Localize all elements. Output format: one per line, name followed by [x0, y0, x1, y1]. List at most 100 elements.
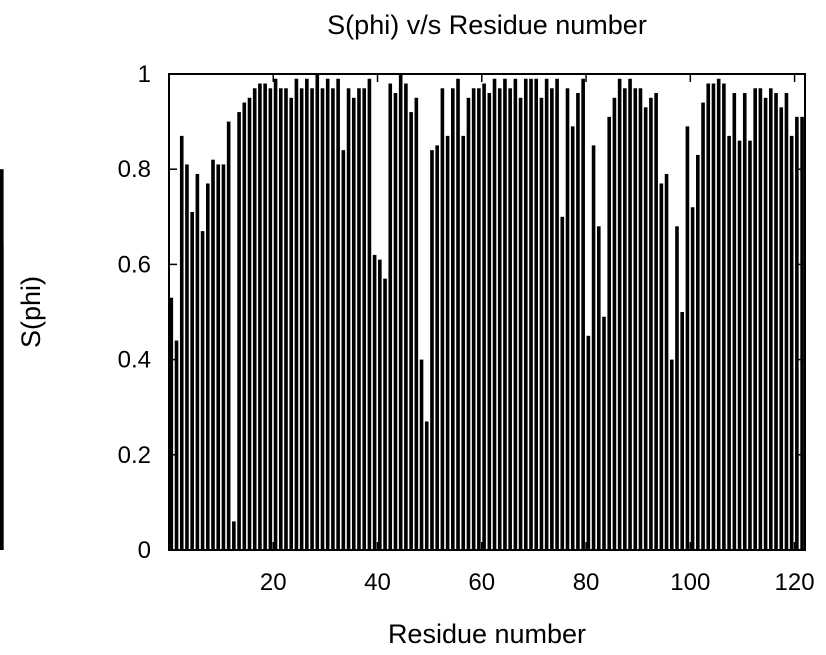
bar-residue-57	[461, 135, 466, 550]
y-tick-label: 0.4	[118, 347, 151, 374]
bar-residue-82	[591, 145, 596, 550]
bar-residue-108	[727, 135, 731, 550]
bar-residue-58	[466, 97, 471, 551]
bar-residue-113	[753, 88, 757, 550]
bar-residue-9	[211, 159, 215, 550]
bar-residue-84	[602, 316, 606, 550]
bar-residue-94	[654, 93, 658, 550]
bar-residue-14	[237, 112, 241, 550]
bar-residue-83	[596, 226, 601, 550]
bar-residue-55	[451, 88, 455, 550]
bar-residue-3	[179, 135, 184, 550]
bar-residue-25	[294, 78, 299, 550]
bar-residue-95	[659, 183, 664, 551]
y-axis-label: S(phi)	[16, 276, 46, 348]
x-tick-label: 40	[364, 569, 391, 596]
bar-residue-28	[310, 88, 314, 550]
bar-residue-116	[769, 88, 773, 550]
bar-residue-104	[706, 83, 711, 551]
bar-residue-20	[268, 88, 273, 550]
bar-residue-88	[623, 88, 627, 550]
bar-residue-31	[325, 78, 330, 550]
bar-residue-37	[357, 88, 361, 550]
bar-residue-26	[299, 88, 304, 550]
bar-residue-79	[576, 93, 580, 550]
bar-residue-69	[523, 78, 528, 550]
bar-residue-41	[378, 259, 382, 550]
bar-residue-17	[252, 88, 257, 550]
bar-residue-80	[581, 78, 585, 550]
bar-residue-118	[779, 107, 784, 550]
bar-residue-15	[242, 102, 247, 550]
bar-residue-54	[445, 135, 450, 550]
bar-residue-85	[607, 116, 612, 550]
bar-residue-107	[722, 83, 726, 551]
bar-residue-64	[497, 88, 502, 550]
bar-residue-1	[169, 297, 174, 550]
bar-residue-22	[278, 88, 283, 550]
bar-residue-68	[518, 97, 523, 551]
bar-residue-89	[628, 78, 632, 550]
bar-residue-73	[544, 78, 549, 550]
bar-residue-67	[513, 78, 518, 550]
bar-residue-12	[226, 121, 231, 550]
bar-residue-38	[362, 88, 366, 550]
bar-residue-111	[742, 93, 747, 550]
bar-residue-49	[419, 359, 424, 550]
bar-residue-96	[664, 173, 669, 550]
bar-residue-43	[388, 83, 393, 551]
bar-residue-52	[435, 145, 439, 550]
bar-residue-78	[570, 126, 575, 551]
x-tick-label: 20	[260, 569, 287, 596]
bar-residue-46	[404, 83, 408, 551]
bar-residue-44	[393, 93, 398, 550]
bar-residue-98	[675, 226, 679, 550]
bar-residue-56	[456, 78, 460, 550]
bar-residue-119	[784, 93, 789, 550]
bar-residue-72	[539, 97, 544, 551]
y-tick-label: 0.6	[118, 251, 151, 278]
bar-residue-114	[758, 88, 763, 550]
bar-residue-62	[487, 93, 492, 550]
y-tick-label: 1	[138, 61, 151, 88]
bar-residue-30	[320, 88, 325, 550]
bar-residue-16	[247, 97, 252, 551]
bar-residue-66	[508, 88, 512, 550]
bar-residue-100	[685, 126, 690, 551]
bar-residue-47	[409, 112, 413, 550]
bar-residue-19	[263, 83, 267, 551]
bar-residue-93	[649, 97, 653, 551]
bar-residue-102	[696, 154, 700, 551]
bar-residue-75	[555, 78, 559, 550]
bar-residue-34	[341, 150, 346, 550]
bar-residue-18	[258, 83, 262, 551]
bar-residue-7	[200, 231, 205, 550]
x-tick-label: 80	[573, 569, 600, 596]
bar-residue-48	[414, 97, 419, 551]
bar-residue-87	[617, 78, 622, 550]
bar-residue-91	[638, 88, 643, 550]
plot-frame	[168, 73, 806, 551]
bar-residue-99	[680, 312, 684, 550]
bar-residue-77	[565, 88, 570, 550]
bar-residue-90	[633, 88, 638, 550]
bar-residue-71	[534, 78, 539, 550]
bar-residue-76	[560, 216, 565, 551]
bar-residue-21	[273, 78, 278, 550]
bar-residue-121	[795, 116, 799, 550]
bar-residue-11	[221, 164, 226, 550]
bar-residue-51	[430, 150, 434, 550]
bar-residue-106	[716, 78, 721, 550]
bar-series	[0, 74, 804, 551]
bar-residue-97	[669, 359, 674, 550]
bar-residue-117	[774, 93, 778, 550]
bar-residue-110	[737, 140, 742, 550]
bar-residue-39	[367, 78, 372, 550]
bar-residue-112	[748, 140, 752, 550]
bar-residue-60	[477, 88, 481, 550]
bar-residue-81	[586, 335, 591, 550]
bar-residue-122	[800, 116, 804, 550]
y-tick-label: 0.8	[118, 156, 151, 183]
